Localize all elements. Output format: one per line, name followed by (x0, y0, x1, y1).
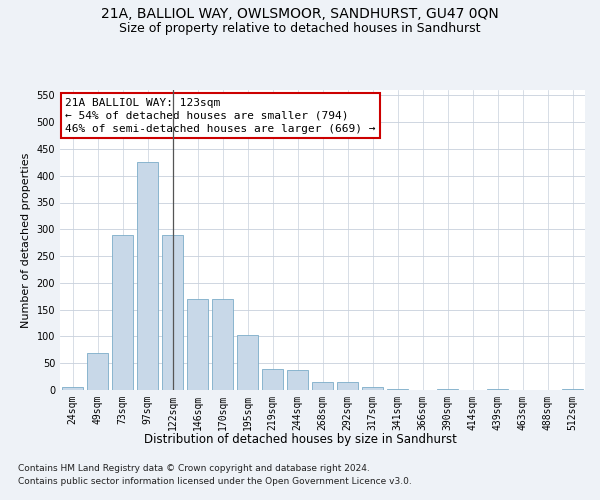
Bar (62, 388, 83, 390)
Text: Contains public sector information licensed under the Open Government Licence v3: Contains public sector information licen… (18, 477, 412, 486)
Bar (187, 299, 208, 390)
Bar (437, 389, 458, 390)
Bar (137, 162, 158, 390)
Y-axis label: Number of detached properties: Number of detached properties (21, 152, 31, 328)
Bar (212, 299, 233, 390)
Bar (362, 388, 383, 390)
Text: 21A BALLIOL WAY: 123sqm
← 54% of detached houses are smaller (794)
46% of semi-d: 21A BALLIOL WAY: 123sqm ← 54% of detache… (65, 98, 376, 134)
Bar (87, 352, 108, 390)
Bar (287, 370, 308, 390)
Bar (162, 234, 183, 390)
Bar (312, 382, 333, 390)
Bar (237, 335, 258, 390)
Bar (337, 382, 358, 390)
Bar (387, 389, 408, 390)
Text: Distribution of detached houses by size in Sandhurst: Distribution of detached houses by size … (143, 432, 457, 446)
Bar (112, 234, 133, 390)
Text: 21A, BALLIOL WAY, OWLSMOOR, SANDHURST, GU47 0QN: 21A, BALLIOL WAY, OWLSMOOR, SANDHURST, G… (101, 8, 499, 22)
Text: Contains HM Land Registry data © Crown copyright and database right 2024.: Contains HM Land Registry data © Crown c… (18, 464, 370, 473)
Bar (487, 389, 508, 390)
Bar (262, 368, 283, 390)
Text: Size of property relative to detached houses in Sandhurst: Size of property relative to detached ho… (119, 22, 481, 35)
Bar (562, 389, 583, 390)
